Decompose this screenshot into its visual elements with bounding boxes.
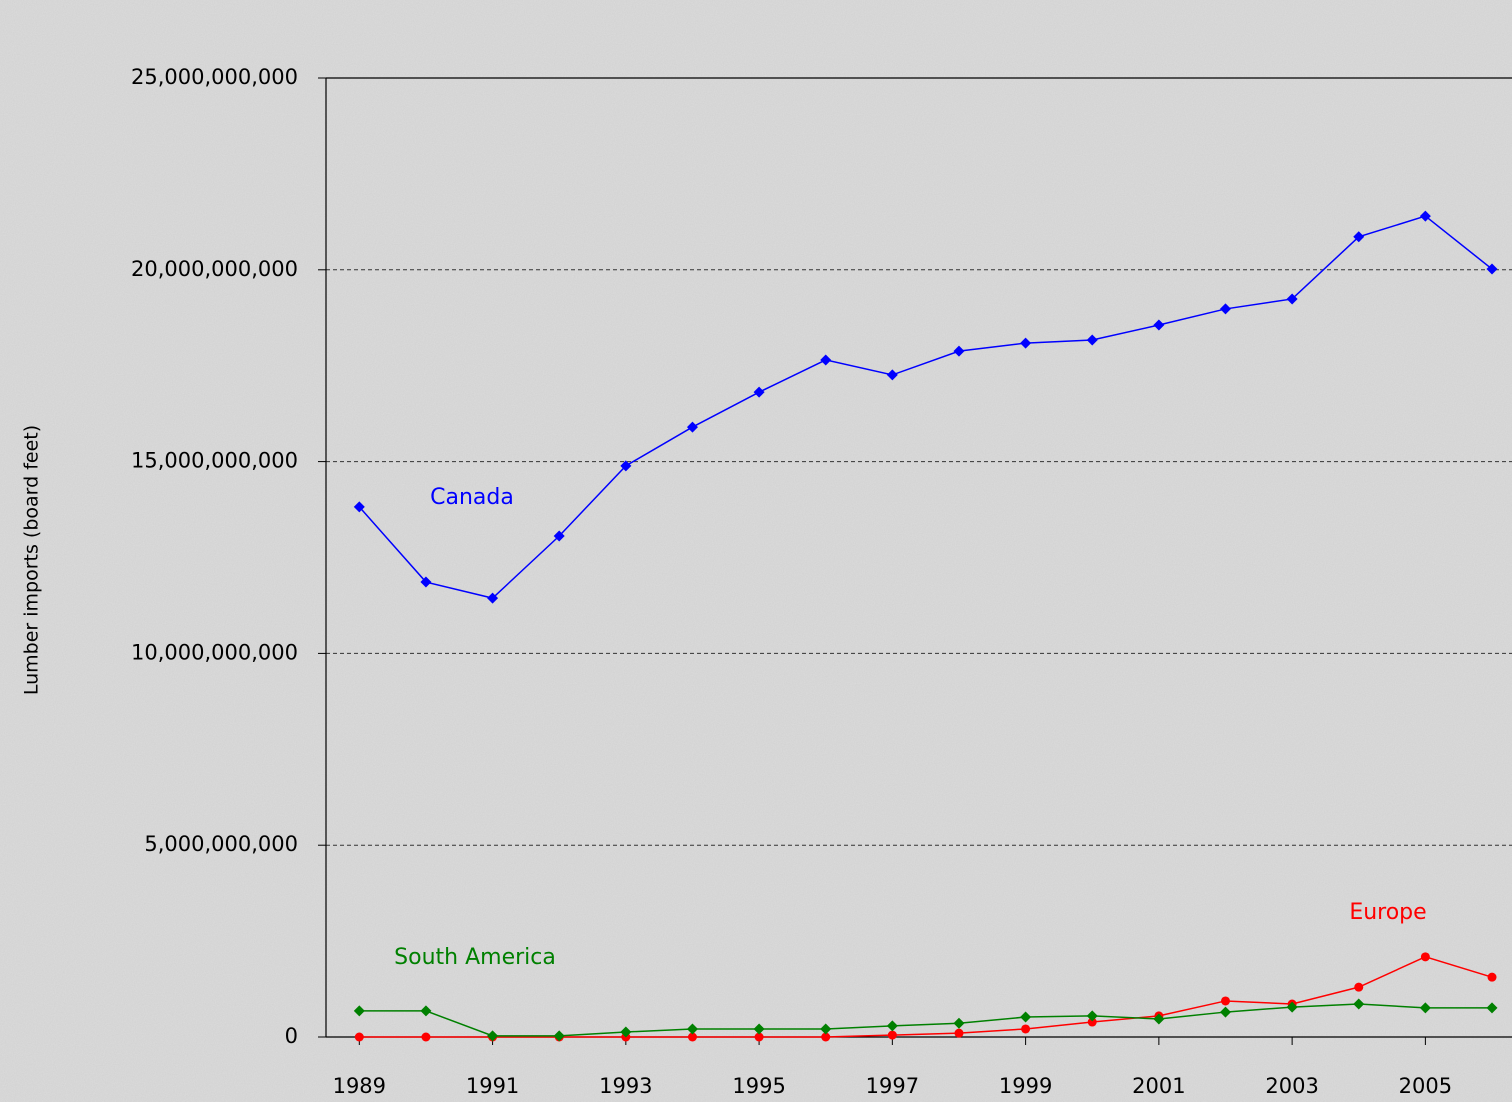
y-axis-label: Lumber imports (board feet): [21, 425, 43, 695]
point: [1087, 1017, 1097, 1027]
y-tick-label: 5,000,000,000: [144, 832, 298, 856]
point: [820, 1023, 832, 1035]
point: [753, 386, 765, 398]
point: [1219, 1006, 1231, 1018]
x-tick-label: 2003: [1265, 1074, 1318, 1098]
x-tick-label: 1991: [466, 1074, 519, 1098]
x-tick-label: 1999: [999, 1074, 1052, 1098]
point: [553, 530, 565, 542]
x-tick-label: 2005: [1399, 1074, 1452, 1098]
point: [1220, 996, 1230, 1006]
point: [487, 592, 499, 604]
point: [420, 1005, 432, 1017]
point: [1086, 334, 1098, 346]
series-label: Canada: [430, 485, 514, 510]
point: [886, 369, 898, 381]
x-tick-label: 1997: [866, 1074, 919, 1098]
point: [1420, 952, 1430, 962]
y-tick-label: 0: [285, 1024, 298, 1048]
series-line: [359, 1003, 1493, 1037]
point: [421, 1032, 431, 1042]
point: [1419, 1002, 1431, 1014]
point: [1086, 1010, 1098, 1022]
point: [954, 1028, 964, 1038]
point: [353, 1005, 365, 1017]
point: [1153, 1013, 1165, 1025]
point: [1020, 337, 1032, 349]
point: [686, 421, 698, 433]
point: [953, 1017, 965, 1029]
point: [754, 1032, 764, 1042]
x-tick-label: 1989: [333, 1074, 386, 1098]
point: [353, 501, 365, 513]
point: [953, 345, 965, 357]
point: [1153, 319, 1165, 331]
series-line: [359, 956, 1493, 1038]
point: [354, 1032, 364, 1042]
point: [553, 1030, 565, 1042]
point: [1219, 303, 1231, 315]
point: [420, 576, 432, 588]
point: [1354, 982, 1364, 992]
point: [821, 1032, 831, 1042]
x-tick-label: 1993: [599, 1074, 652, 1098]
point: [887, 1030, 897, 1040]
series-line: [358, 215, 1493, 599]
x-tick-label: 1995: [732, 1074, 785, 1098]
point: [686, 1023, 698, 1035]
point: [1353, 231, 1365, 243]
point: [487, 1030, 499, 1042]
point: [620, 1026, 632, 1038]
point: [1487, 972, 1497, 982]
point: [753, 1023, 765, 1035]
point: [886, 1020, 898, 1032]
point: [1020, 1011, 1032, 1023]
y-tick-label: 20,000,000,000: [131, 257, 298, 281]
y-tick-label: 10,000,000,000: [131, 640, 298, 664]
point: [620, 460, 632, 472]
series-label: South America: [394, 945, 556, 970]
point: [1353, 998, 1365, 1010]
point: [1021, 1024, 1031, 1034]
y-tick-label: 25,000,000,000: [131, 65, 298, 89]
point: [1419, 210, 1431, 222]
point: [1486, 263, 1498, 275]
point: [1286, 1001, 1298, 1013]
point: [820, 354, 832, 366]
x-tick-label: 2001: [1132, 1074, 1185, 1098]
series-label: Europe: [1349, 900, 1426, 925]
point: [1286, 293, 1298, 305]
y-tick-label: 15,000,000,000: [131, 449, 298, 473]
point: [1486, 1002, 1498, 1014]
point: [687, 1032, 697, 1042]
